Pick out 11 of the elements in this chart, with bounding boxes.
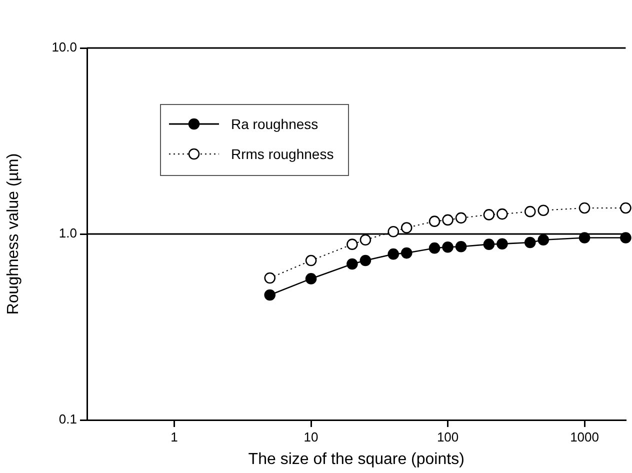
x-tick-label: 100 — [436, 429, 459, 444]
legend-label: Ra roughness — [231, 116, 318, 132]
y-axis-title: Roughness value (µm) — [5, 153, 22, 315]
x-tick-label: 10 — [304, 429, 318, 444]
y-tick-label: 10.0 — [52, 40, 77, 55]
legend-label: Rrms roughness — [231, 146, 334, 162]
y-tick-label: 1.0 — [58, 226, 77, 241]
x-tick-label: 1 — [170, 429, 178, 444]
x-axis-title: The size of the square (points) — [248, 450, 464, 468]
y-tick-label: 0.1 — [58, 412, 77, 427]
x-tick-label: 1000 — [570, 429, 599, 444]
